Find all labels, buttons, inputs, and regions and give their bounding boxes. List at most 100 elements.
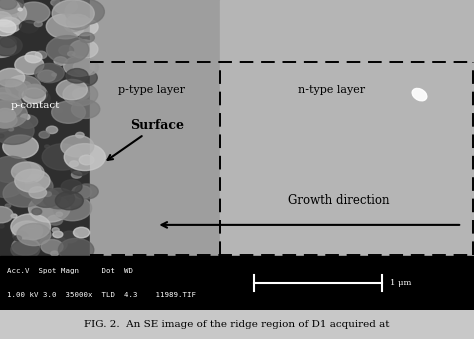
Circle shape (0, 108, 16, 122)
Circle shape (56, 212, 63, 216)
Circle shape (61, 231, 78, 243)
Circle shape (0, 37, 16, 57)
Circle shape (18, 8, 22, 11)
Circle shape (0, 0, 27, 26)
Circle shape (11, 214, 51, 240)
Circle shape (53, 196, 91, 221)
Circle shape (68, 52, 75, 56)
Circle shape (22, 88, 46, 103)
Circle shape (25, 52, 42, 63)
Circle shape (34, 21, 42, 27)
Circle shape (13, 231, 28, 241)
Circle shape (22, 89, 50, 107)
Circle shape (0, 0, 24, 15)
Circle shape (5, 204, 11, 207)
Circle shape (0, 95, 19, 115)
Circle shape (41, 240, 63, 254)
Circle shape (0, 35, 22, 56)
Circle shape (73, 59, 99, 75)
Circle shape (11, 162, 41, 182)
Circle shape (38, 70, 55, 82)
Circle shape (64, 144, 105, 171)
Circle shape (29, 187, 46, 198)
Circle shape (0, 206, 13, 223)
Circle shape (61, 180, 82, 194)
Circle shape (0, 68, 25, 87)
Circle shape (51, 251, 58, 256)
Circle shape (44, 192, 51, 196)
Circle shape (51, 0, 60, 5)
Circle shape (52, 101, 85, 123)
Circle shape (56, 79, 87, 100)
Circle shape (64, 56, 94, 76)
Circle shape (0, 172, 24, 197)
Circle shape (72, 186, 91, 199)
Circle shape (0, 134, 4, 138)
Text: Growth direction: Growth direction (288, 194, 390, 206)
Circle shape (79, 155, 94, 165)
Circle shape (14, 236, 21, 241)
Circle shape (61, 135, 94, 157)
Circle shape (27, 223, 36, 229)
Circle shape (19, 21, 38, 33)
Circle shape (18, 2, 50, 23)
Text: p-contact: p-contact (11, 101, 60, 110)
Circle shape (52, 0, 94, 27)
Circle shape (19, 85, 47, 103)
Circle shape (55, 108, 63, 113)
Circle shape (66, 15, 90, 30)
Circle shape (43, 188, 74, 209)
Circle shape (0, 112, 17, 128)
Ellipse shape (412, 88, 427, 101)
Circle shape (6, 75, 41, 99)
Circle shape (72, 100, 100, 118)
Circle shape (42, 144, 82, 170)
Circle shape (21, 114, 30, 120)
Circle shape (0, 88, 11, 98)
Circle shape (3, 135, 38, 158)
Circle shape (0, 224, 4, 228)
Circle shape (28, 195, 70, 222)
Circle shape (23, 103, 28, 106)
Text: 1.00 kV 3.0  35000x  TLD  4.3    11989.TIF: 1.00 kV 3.0 35000x TLD 4.3 11989.TIF (7, 292, 196, 298)
Circle shape (11, 240, 40, 259)
Circle shape (0, 101, 27, 128)
Circle shape (0, 20, 16, 36)
Circle shape (46, 36, 89, 63)
Circle shape (69, 91, 86, 102)
Circle shape (35, 63, 64, 83)
Circle shape (0, 0, 17, 9)
Circle shape (32, 188, 61, 207)
Circle shape (75, 184, 98, 199)
Text: Surface: Surface (108, 119, 184, 160)
Circle shape (0, 17, 21, 33)
Bar (0, 0, 90, 256)
Text: n-type layer: n-type layer (298, 85, 365, 95)
Circle shape (0, 79, 27, 100)
Circle shape (64, 21, 81, 32)
Circle shape (79, 33, 94, 43)
Circle shape (70, 40, 98, 58)
Circle shape (17, 115, 38, 128)
Circle shape (71, 18, 98, 36)
Circle shape (12, 221, 43, 241)
Circle shape (45, 145, 49, 148)
Circle shape (63, 83, 98, 106)
Circle shape (53, 231, 63, 238)
Circle shape (0, 93, 23, 119)
Circle shape (0, 12, 11, 25)
Circle shape (59, 45, 73, 55)
Circle shape (32, 208, 42, 215)
Circle shape (65, 0, 104, 25)
Circle shape (35, 51, 47, 59)
Text: Acc.V  Spot Magn     Dot  WD: Acc.V Spot Magn Dot WD (7, 268, 133, 274)
Bar (0, 256, 474, 310)
Circle shape (72, 172, 82, 178)
Text: p-type layer: p-type layer (118, 85, 185, 95)
Circle shape (39, 131, 50, 138)
Circle shape (46, 14, 84, 39)
Circle shape (17, 175, 53, 198)
Circle shape (46, 126, 58, 134)
Bar (90, 0, 220, 256)
Circle shape (11, 214, 17, 218)
